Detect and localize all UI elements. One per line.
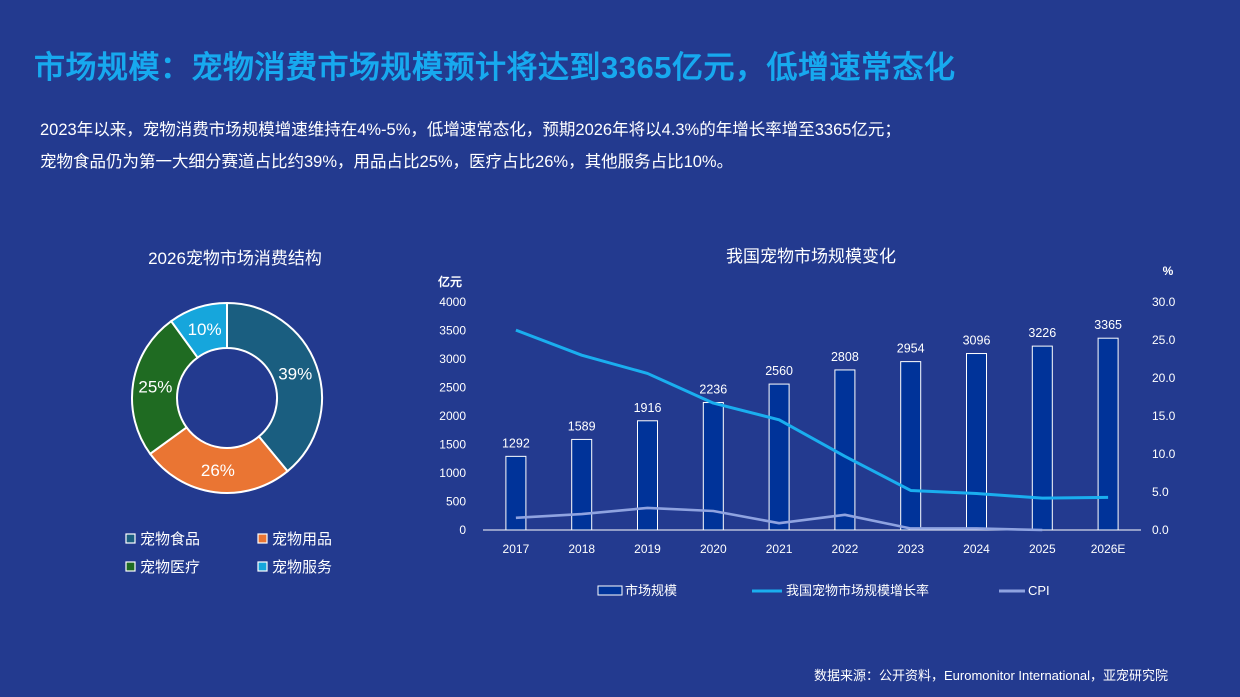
pie-legend-label: 宠物食品 [140,531,200,548]
x-tick-label: 2019 [634,542,661,556]
bar-value-label: 3096 [963,334,991,348]
y-tick-label: 2500 [439,381,466,395]
bar-value-label: 1916 [634,401,662,415]
pie-legend-label: 宠物医疗 [140,559,200,576]
y-tick-label: 1500 [439,438,466,452]
x-tick-label: 2022 [832,542,859,556]
x-tick-label: 2026E [1091,542,1126,556]
bar [637,420,658,531]
description-line-2: 宠物食品仍为第一大细分赛道占比约39%，用品占比25%，医疗占比26%，其他服务… [40,153,734,171]
bar [768,383,790,531]
pie-value-label: 39% [278,364,312,383]
bar [505,455,527,531]
y2-tick-label: 30.0 [1152,295,1176,309]
pie-legend-label: 宠物服务 [272,559,332,576]
x-tick-label: 2017 [503,542,530,556]
bar-value-label: 2808 [831,350,859,364]
page-title: 市场规模：宠物消费市场规模预计将达到3365亿元，低增速常态化 [34,50,956,85]
pie-slice [169,301,228,359]
bar-value-label: 2954 [897,342,925,356]
pie-value-label: 26% [201,461,235,480]
bar-value-label: 1292 [502,436,530,450]
x-tick-label: 2018 [568,542,595,556]
bar [900,361,922,531]
pie-slice [148,425,289,494]
y-tick-label: 1000 [439,466,466,480]
y2-tick-label: 15.0 [1152,409,1176,423]
y-tick-label: 3500 [439,324,466,338]
y-tick-label: 500 [446,495,466,509]
y2-tick-label: 0.0 [1152,523,1169,537]
legend-swatch-bar [597,585,623,596]
bar [1031,345,1053,531]
pie-chart-title: 2026宠物市场消费结构 [148,249,322,268]
bar-value-label: 2236 [699,383,727,397]
pie-legend-label: 宠物用品 [272,531,332,548]
y-tick-label: 3000 [439,352,466,366]
y2-tick-label: 5.0 [1152,485,1169,499]
bar-value-label: 2560 [765,364,793,378]
x-tick-label: 2025 [1029,542,1056,556]
bar-value-label: 1589 [568,419,596,433]
y2-tick-label: 20.0 [1152,371,1176,385]
y-tick-label: 0 [459,523,466,537]
data-source: 数据来源：公开资料，Euromonitor International，亚宠研究… [814,668,1168,683]
legend-label: CPI [1028,583,1050,598]
x-tick-label: 2021 [766,542,793,556]
cpi-line [515,506,1043,532]
x-tick-label: 2024 [963,542,990,556]
description-line-1: 2023年以来，宠物消费市场规模增速维持在4%-5%，低增速常态化，预期2026… [40,121,901,139]
bar-line-chart: 我国宠物市场规模变化 亿元 % 0 500 1000 1500 2000 2500 3000… [438,247,1176,598]
growth-rate-line [515,328,1109,500]
bar-chart-title: 我国宠物市场规模变化 [726,247,896,266]
y2-tick-label: 10.0 [1152,447,1176,461]
y-axis-unit: 亿元 [438,274,462,289]
pie-slice [226,301,323,473]
x-tick-label: 2023 [897,542,924,556]
bar [834,369,856,531]
legend-label: 市场规模 [625,583,677,598]
pie-legend-swatch [125,533,136,544]
bar [571,438,593,531]
bar-value-label: 3365 [1094,318,1122,332]
pie-legend-swatch [125,561,136,572]
pie-legend-swatch [257,561,268,572]
x-tick-label: 2020 [700,542,727,556]
pie-legend-swatch [257,533,268,544]
bar [966,353,987,531]
pie-value-label: 25% [138,378,172,397]
pie-value-label: 10% [188,320,222,339]
bar [1097,337,1119,531]
y2-tick-label: 25.0 [1152,333,1176,347]
bar-value-label: 3226 [1028,326,1056,340]
y-tick-label: 4000 [439,295,466,309]
y2-axis-unit: % [1163,264,1174,278]
pie-slice [131,319,200,456]
legend-label: 我国宠物市场规模增长率 [786,583,929,598]
y-tick-label: 2000 [439,409,466,423]
